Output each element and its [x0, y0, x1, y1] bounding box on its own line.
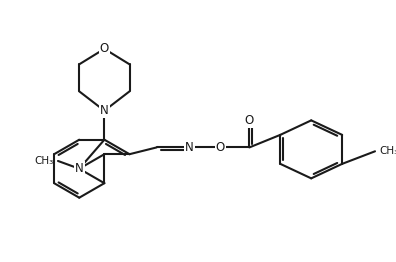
Text: N: N: [185, 141, 194, 154]
Text: O: O: [100, 42, 109, 55]
Text: O: O: [245, 114, 254, 127]
Text: N: N: [100, 104, 109, 117]
Text: O: O: [216, 141, 225, 154]
Text: N: N: [75, 162, 84, 175]
Text: CH₃: CH₃: [379, 146, 396, 156]
Text: CH₃: CH₃: [35, 156, 54, 166]
